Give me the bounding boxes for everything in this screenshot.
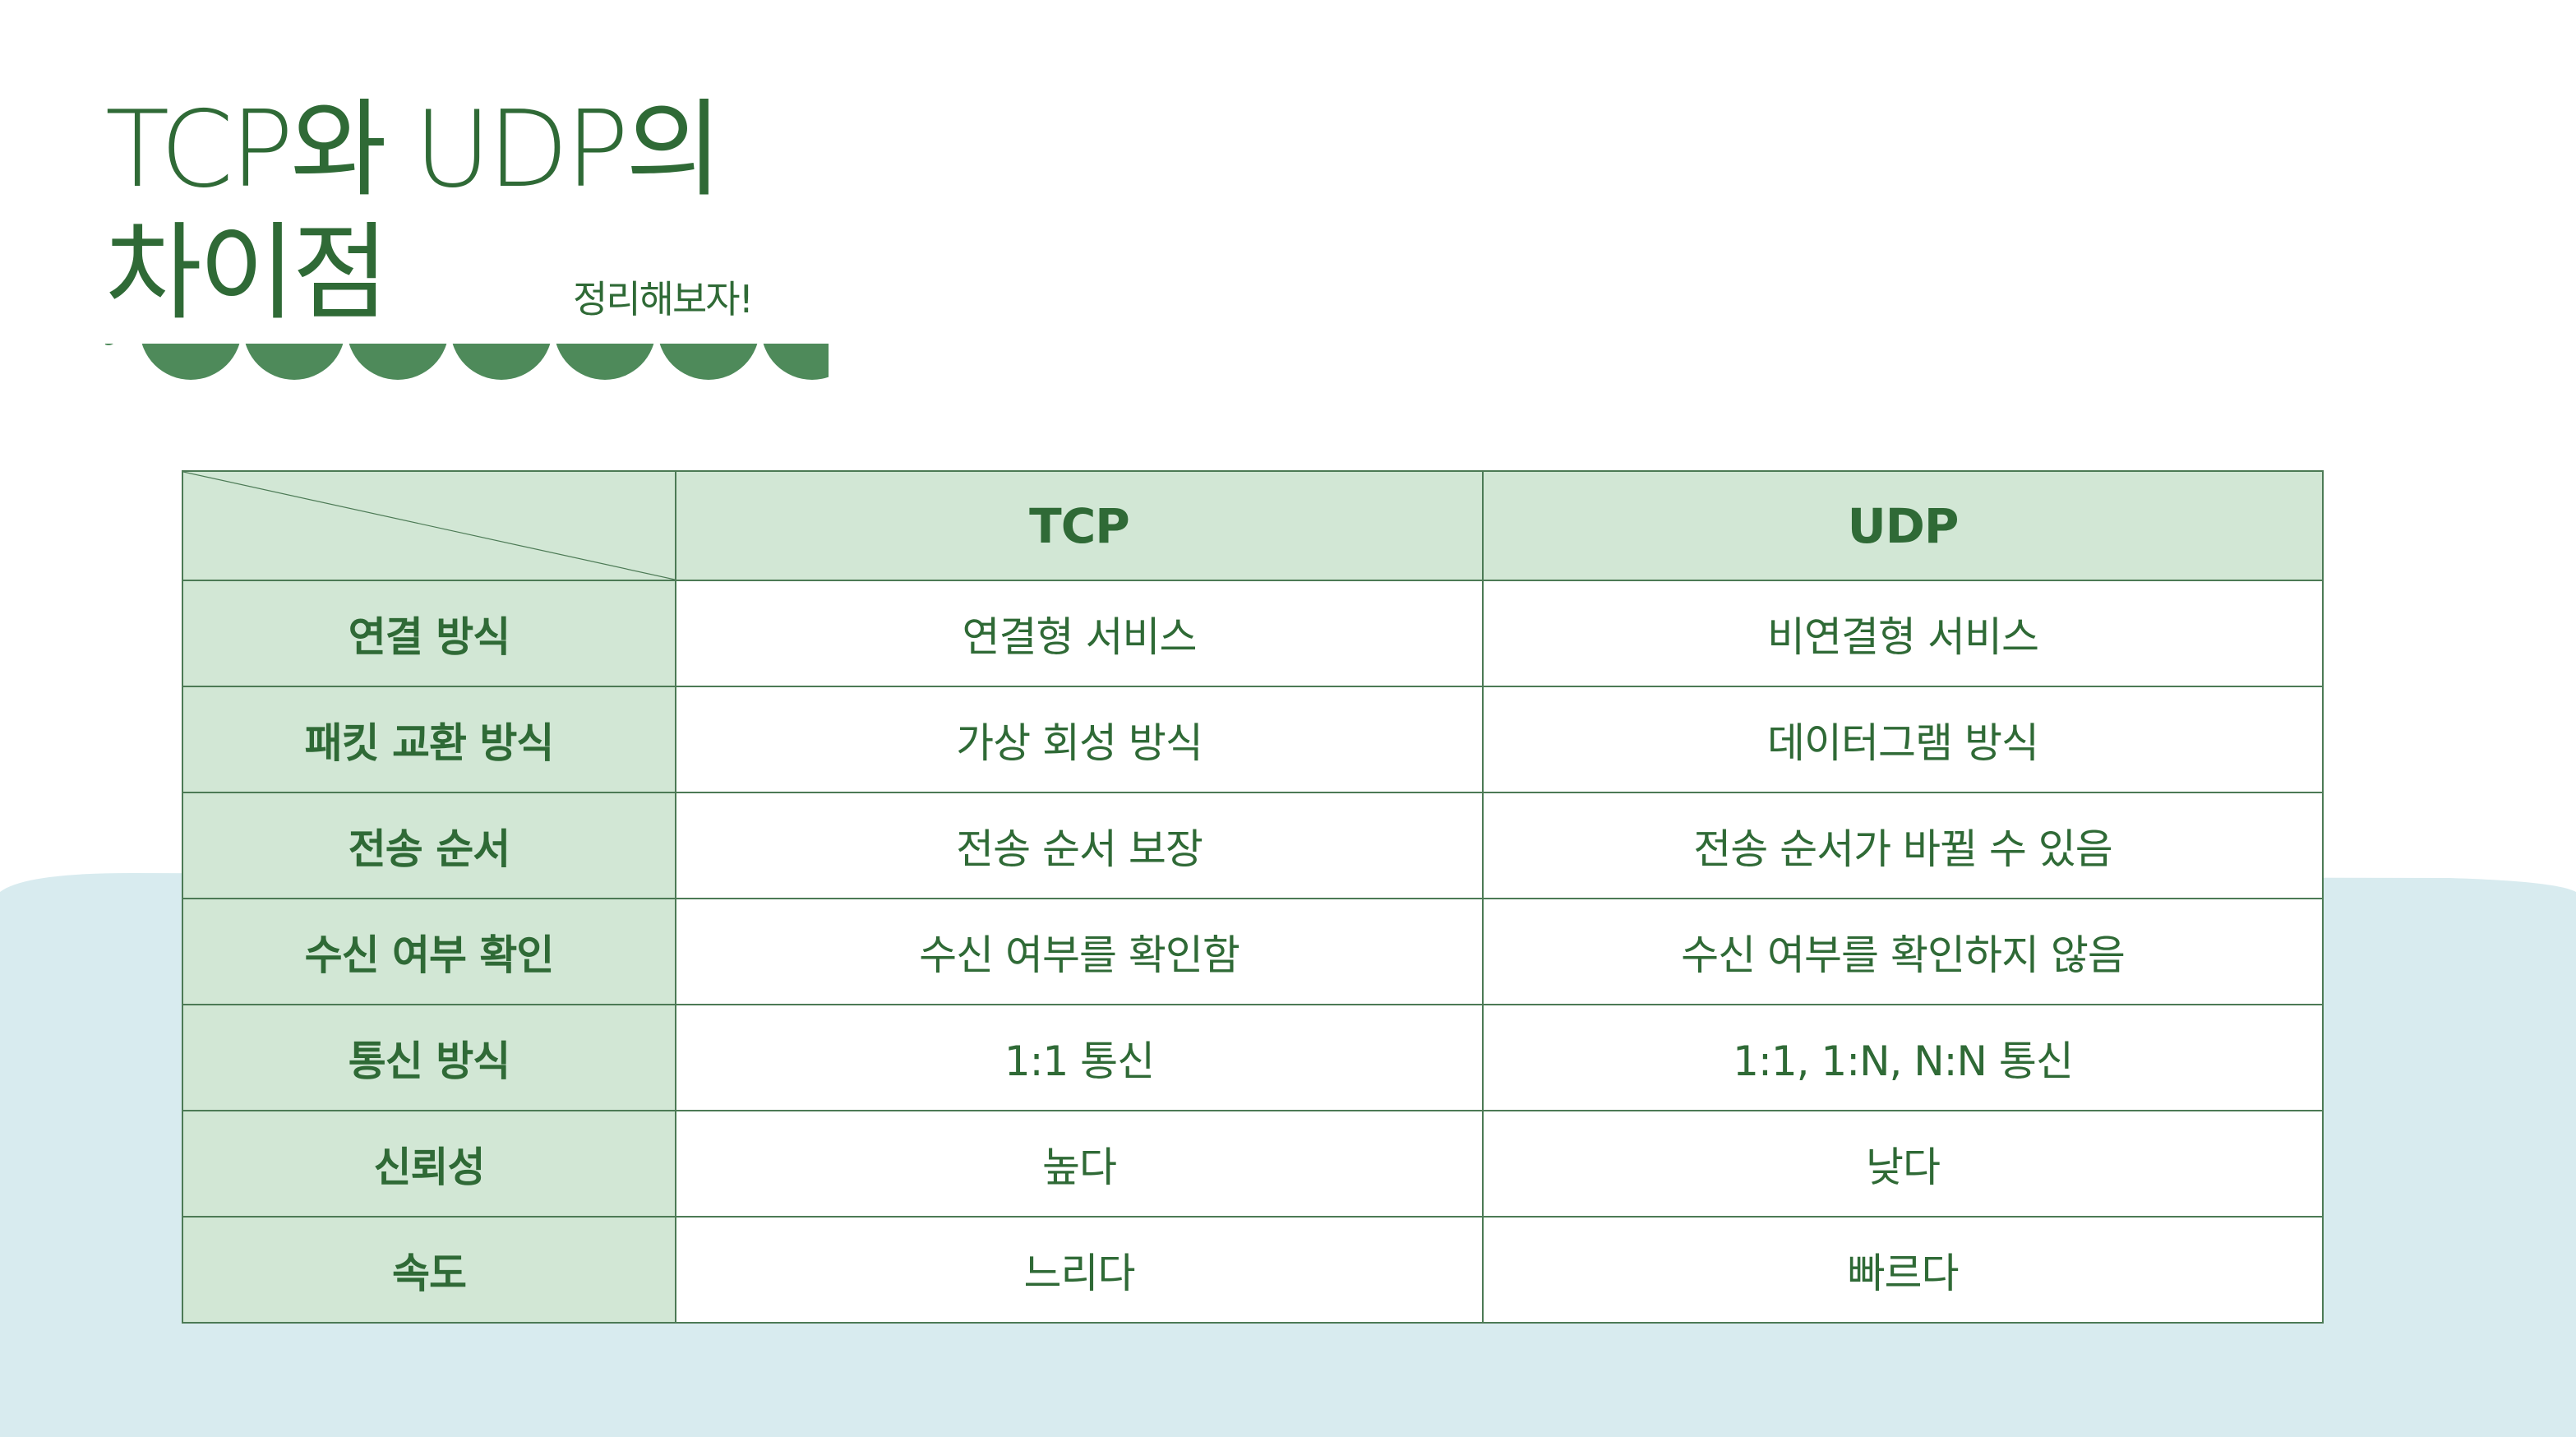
row-label: 전송 순서 xyxy=(182,792,676,899)
column-header-udp: UDP xyxy=(1482,470,2324,581)
table-row: 전송 순서 전송 순서 보장 전송 순서가 바뀔 수 있음 xyxy=(182,792,2324,899)
column-header-tcp: TCP xyxy=(675,470,1484,581)
tcp-cell: 전송 순서 보장 xyxy=(675,792,1484,899)
title-line-1: TCP와 UDP의 xyxy=(105,89,722,211)
diagonal-line xyxy=(183,472,675,580)
tcp-cell: 수신 여부를 확인함 xyxy=(675,898,1484,1005)
row-label: 패킷 교환 방식 xyxy=(182,686,676,793)
row-label: 수신 여부 확인 xyxy=(182,898,676,1005)
tcp-cell: 가상 회성 방식 xyxy=(675,686,1484,793)
udp-cell: 낮다 xyxy=(1482,1110,2324,1218)
udp-cell: 비연결형 서비스 xyxy=(1482,580,2324,687)
table-row: 속도 느리다 빠르다 xyxy=(182,1216,2324,1324)
row-label: 연결 방식 xyxy=(182,580,676,687)
tcp-cell: 연결형 서비스 xyxy=(675,580,1484,687)
table-row: 신뢰성 높다 낮다 xyxy=(182,1110,2324,1218)
table-row: 연결 방식 연결형 서비스 비연결형 서비스 xyxy=(182,580,2324,687)
udp-cell: 1:1, 1:N, N:N 통신 xyxy=(1482,1004,2324,1111)
udp-cell: 데이터그램 방식 xyxy=(1482,686,2324,793)
udp-cell: 수신 여부를 확인하지 않음 xyxy=(1482,898,2324,1005)
table-row: 통신 방식 1:1 통신 1:1, 1:N, N:N 통신 xyxy=(182,1004,2324,1111)
row-label: 통신 방식 xyxy=(182,1004,676,1111)
row-label: 신뢰성 xyxy=(182,1110,676,1218)
table-row: 수신 여부 확인 수신 여부를 확인함 수신 여부를 확인하지 않음 xyxy=(182,898,2324,1005)
udp-cell: 전송 순서가 바뀔 수 있음 xyxy=(1482,792,2324,899)
decorative-dots xyxy=(105,344,829,380)
title-line-2: 차이점 xyxy=(105,212,389,335)
udp-cell: 빠르다 xyxy=(1482,1216,2324,1324)
corner-cell xyxy=(182,470,676,581)
row-label: 속도 xyxy=(182,1216,676,1324)
comparison-table: TCP UDP 연결 방식 연결형 서비스 비연결형 서비스 패킷 교환 방식 가상 회… xyxy=(182,470,2324,1324)
tcp-cell: 높다 xyxy=(675,1110,1484,1218)
tcp-cell: 1:1 통신 xyxy=(675,1004,1484,1111)
subtitle: 정리해보자! xyxy=(573,277,754,321)
table-row: 패킷 교환 방식 가상 회성 방식 데이터그램 방식 xyxy=(182,686,2324,793)
page-title: TCP와 UDP의 차이점 xyxy=(105,89,722,335)
table-header-row: TCP UDP xyxy=(182,470,2324,581)
tcp-cell: 느리다 xyxy=(675,1216,1484,1324)
